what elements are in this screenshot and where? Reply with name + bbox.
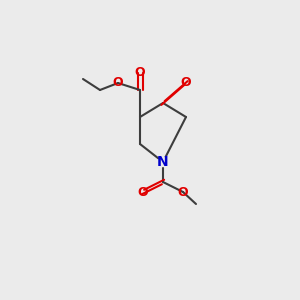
Text: O: O xyxy=(138,185,148,199)
Text: O: O xyxy=(181,76,191,89)
Text: O: O xyxy=(178,185,188,199)
Text: O: O xyxy=(113,76,123,89)
Text: O: O xyxy=(135,67,145,80)
Text: N: N xyxy=(157,155,169,169)
